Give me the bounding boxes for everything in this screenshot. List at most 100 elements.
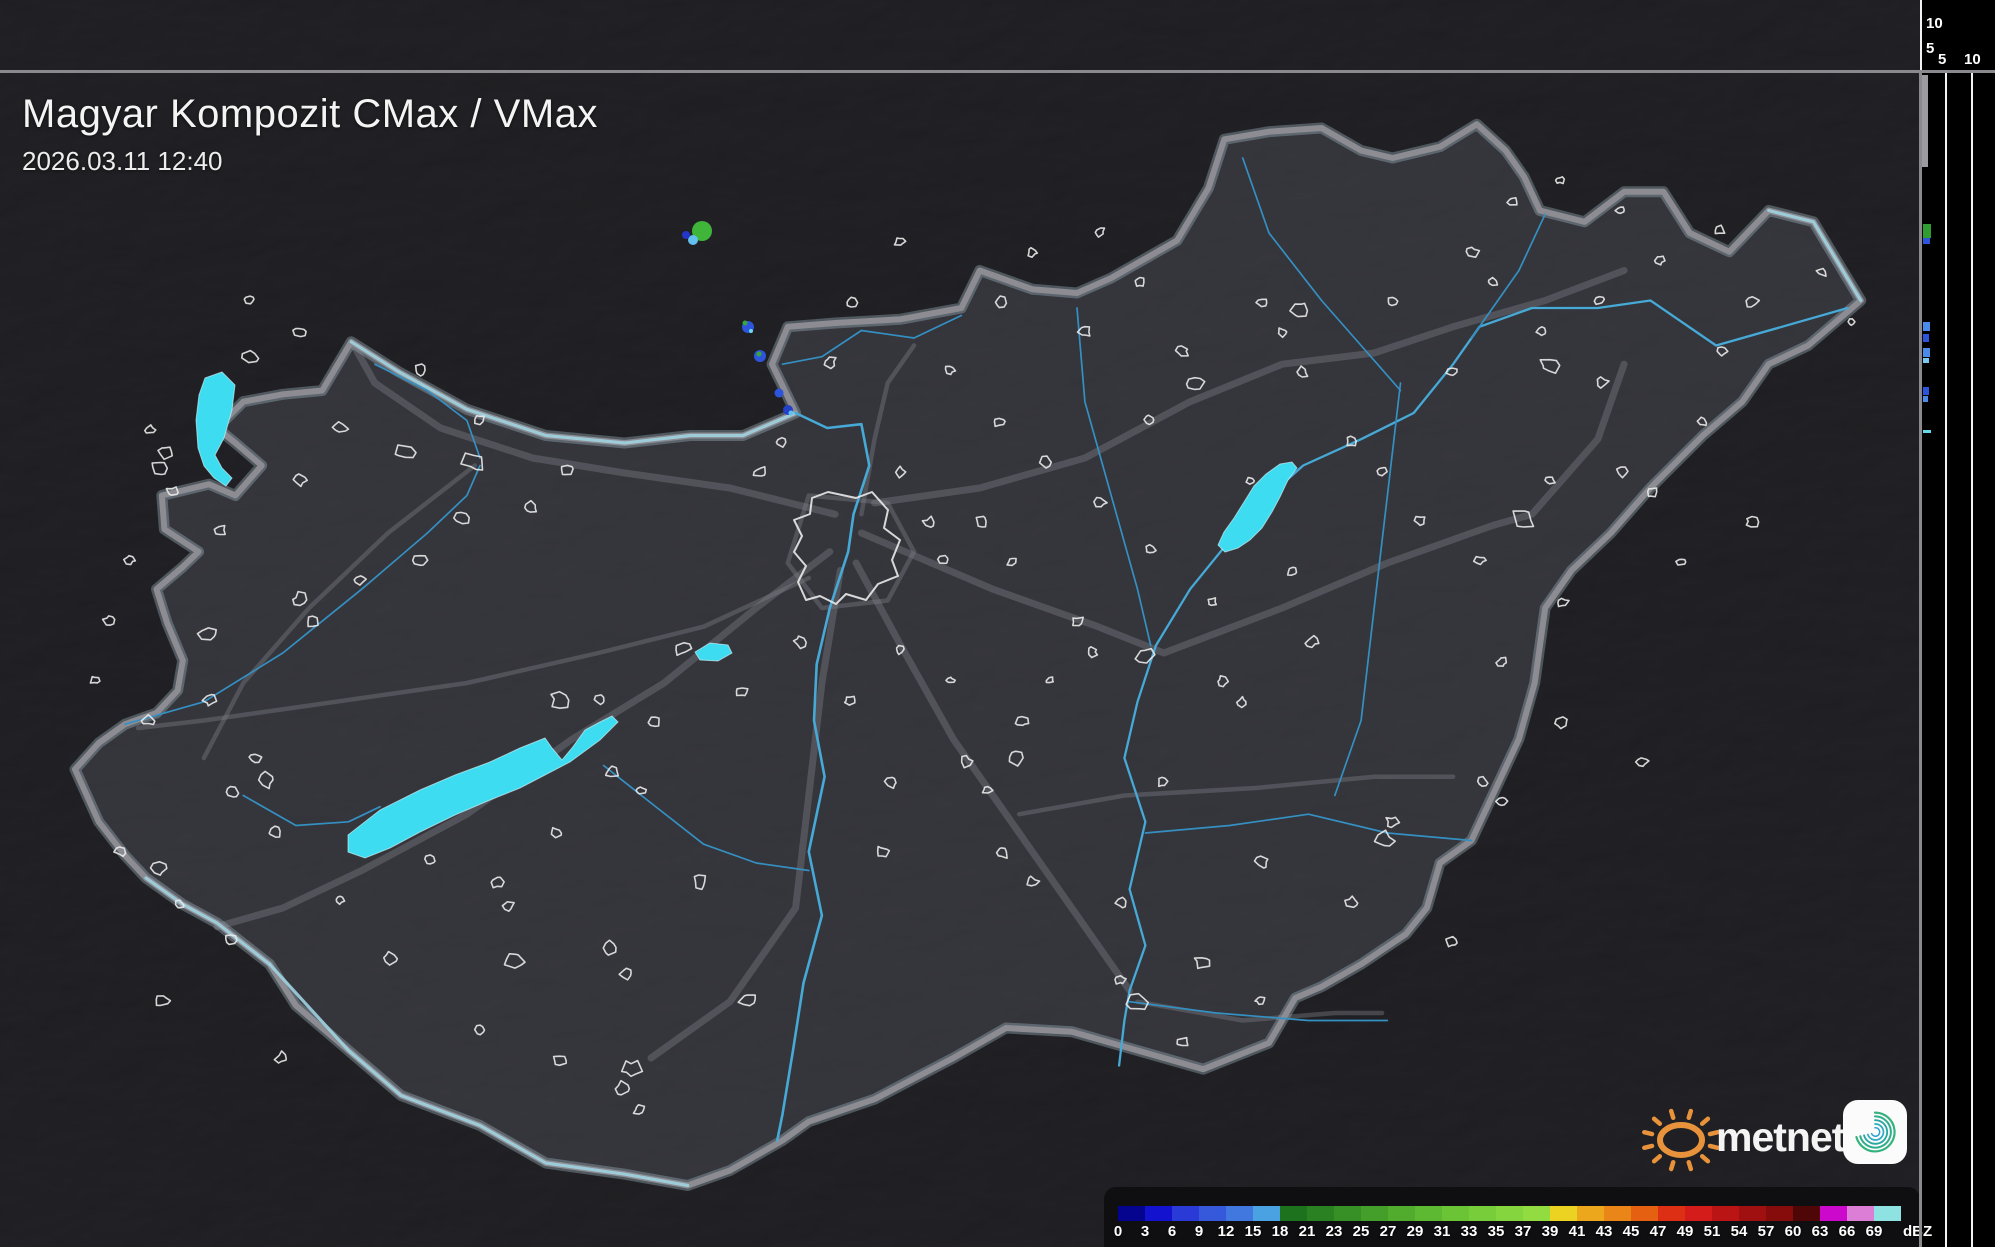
- dbz-cell-27: [1388, 1206, 1415, 1221]
- dbz-label-41: 41: [1568, 1223, 1586, 1240]
- dbz-label-31: 31: [1433, 1223, 1451, 1240]
- dbz-label-12: 12: [1217, 1223, 1235, 1240]
- radar-echo-7: [756, 351, 762, 357]
- right-profile-gridline-5: [1945, 73, 1947, 1247]
- country-border: [72, 121, 1864, 1189]
- lake-tisza: [1217, 461, 1298, 553]
- dbz-label-27: 27: [1379, 1223, 1397, 1240]
- dbz-cell-21: [1307, 1206, 1334, 1221]
- dbz-cell-33: [1469, 1206, 1496, 1221]
- right-profile-echo-3: [1923, 334, 1929, 342]
- sun-icon: [1642, 1108, 1720, 1172]
- dbz-label-0: 0: [1113, 1223, 1123, 1240]
- dbz-cell-57: [1766, 1206, 1793, 1221]
- dbz-cell-51: [1712, 1206, 1739, 1221]
- radar-echo-1: [688, 235, 698, 245]
- right-profile-echo-0: [1923, 224, 1931, 238]
- dbz-scale-labels: 0 3 6 9 12 15 18 21 23 25 27 29 31 33 35 37 39 41 43 45 47 49…: [1114, 1223, 1932, 1242]
- radar-echo-4: [742, 320, 748, 326]
- lake-velencei: [694, 642, 733, 662]
- title-block: Magyar Kompozit CMax / VMax 2026.03.11 1…: [22, 92, 598, 177]
- right-profile-echo-5: [1923, 358, 1929, 363]
- dbz-label-60: 60: [1784, 1223, 1802, 1240]
- roads-layer: [135, 267, 1628, 1062]
- hungary-map-canvas: [0, 0, 1920, 1247]
- dbz-label-43: 43: [1595, 1223, 1613, 1240]
- lakes-layer: [195, 371, 1298, 859]
- radar-echo-8: [774, 388, 784, 398]
- dbz-cell-66: [1847, 1206, 1874, 1221]
- map-timestamp: 2026.03.11 12:40: [22, 146, 223, 176]
- right-profile-echo-8: [1923, 430, 1931, 433]
- lake-ferto: [195, 371, 236, 487]
- dbz-label-57: 57: [1757, 1223, 1775, 1240]
- budapest-outline: [793, 491, 901, 605]
- dbz-label-69: 69: [1865, 1223, 1883, 1240]
- dbz-cell-3: [1145, 1206, 1172, 1221]
- right-profile-echo-2: [1923, 322, 1930, 331]
- dbz-label-18: 18: [1271, 1223, 1289, 1240]
- dbz-cell-43: [1604, 1206, 1631, 1221]
- width-tick-5: 5: [1938, 51, 1947, 68]
- dbz-cell-18: [1280, 1206, 1307, 1221]
- dbz-cell-31: [1442, 1206, 1469, 1221]
- corner-axis-line: [1920, 0, 1922, 71]
- right-profile-echo-1: [1923, 238, 1930, 244]
- dbz-cell-0: [1118, 1206, 1145, 1221]
- dbz-label-35: 35: [1487, 1223, 1505, 1240]
- metnet-logo[interactable]: metnet: [1638, 1100, 1845, 1174]
- dbz-cell-25: [1361, 1206, 1388, 1221]
- dbz-label-39: 39: [1541, 1223, 1559, 1240]
- dbz-cell-60: [1793, 1206, 1820, 1221]
- radar-echoes-layer: [682, 221, 794, 416]
- right-profile-gridline-10: [1971, 73, 1973, 1247]
- radar-echo-2: [682, 231, 690, 239]
- dbz-cell-41: [1577, 1206, 1604, 1221]
- radar-map: Magyar Kompozit CMax / VMax 2026.03.11 1…: [0, 0, 1932, 1247]
- dbz-label-3: 3: [1140, 1223, 1150, 1240]
- dbz-cell-63: [1820, 1206, 1847, 1221]
- dbz-cell-49: [1685, 1206, 1712, 1221]
- radar-echo-5: [749, 329, 753, 333]
- dbz-label-23: 23: [1325, 1223, 1343, 1240]
- right-profile-panel: [1920, 73, 1995, 1247]
- dbz-label-66: 66: [1838, 1223, 1856, 1240]
- dbz-cell-15: [1253, 1206, 1280, 1221]
- metnet-logo-text: metnet: [1716, 1113, 1845, 1160]
- dbz-cell-35: [1496, 1206, 1523, 1221]
- dbz-cell-45: [1631, 1206, 1658, 1221]
- settlements-layer: [89, 176, 1856, 1115]
- dbz-cell-29: [1415, 1206, 1442, 1221]
- border-rivers-layer: [144, 208, 1863, 1188]
- cyclone-spiral-icon: [1855, 1111, 1896, 1153]
- dbz-label-51: 51: [1703, 1223, 1721, 1240]
- dbz-label-25: 25: [1352, 1223, 1370, 1240]
- map-frame-top: [0, 70, 1995, 73]
- dbz-label-37: 37: [1514, 1223, 1532, 1240]
- dbz-cell-47: [1658, 1206, 1685, 1221]
- dbz-cell-54: [1739, 1206, 1766, 1221]
- dbz-label-33: 33: [1460, 1223, 1478, 1240]
- right-profile-echo-6: [1923, 387, 1929, 395]
- dbz-colorbar: [1118, 1206, 1901, 1221]
- dbz-label-9: 9: [1194, 1223, 1204, 1240]
- dbz-label-49: 49: [1676, 1223, 1694, 1240]
- lake-balaton: [347, 715, 619, 859]
- dbz-label-54: 54: [1730, 1223, 1748, 1240]
- right-profile-echo-4: [1923, 348, 1930, 357]
- dbz-cell-12: [1226, 1206, 1253, 1221]
- dbz-label-15: 15: [1244, 1223, 1262, 1240]
- radar-echo-10: [788, 410, 794, 416]
- dbz-label-29: 29: [1406, 1223, 1424, 1240]
- dbz-cell-39: [1550, 1206, 1577, 1221]
- dbz-label-45: 45: [1622, 1223, 1640, 1240]
- dbz-cell-23: [1334, 1206, 1361, 1221]
- map-frame-right: [1919, 73, 1922, 1247]
- dbz-cell-6: [1172, 1206, 1199, 1221]
- dbz-label-6: 6: [1167, 1223, 1177, 1240]
- height-tick-10: 10: [1926, 15, 1943, 32]
- dbz-label-47: 47: [1649, 1223, 1667, 1240]
- map-title: Magyar Kompozit CMax / VMax: [22, 92, 598, 136]
- metnet-app-icon[interactable]: [1843, 1100, 1907, 1164]
